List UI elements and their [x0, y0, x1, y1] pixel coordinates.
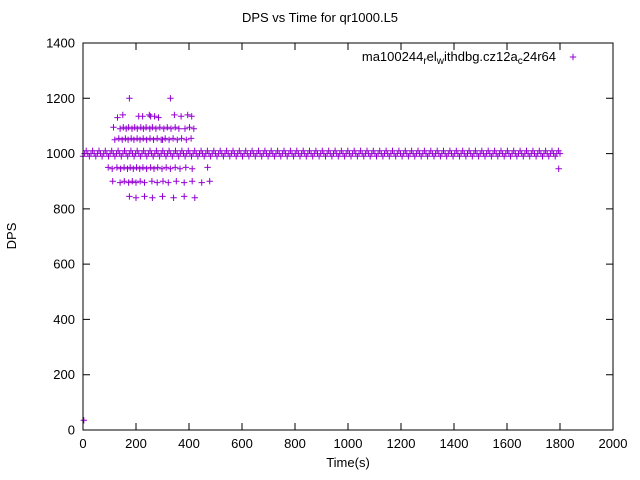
- x-axis-label: Time(s): [326, 455, 370, 470]
- y-tick-label: 0: [68, 423, 75, 438]
- y-axis-label: DPS: [4, 222, 19, 249]
- legend-marker-icon: [569, 53, 577, 61]
- x-tick-label: 2000: [599, 436, 628, 451]
- plot-frame: [82, 42, 614, 431]
- y-tick-label: 200: [53, 367, 75, 382]
- axis-ticks: [82, 42, 614, 431]
- x-tick-label: 1800: [546, 436, 575, 451]
- x-tick-label: 1400: [440, 436, 469, 451]
- y-tick-label: 1200: [46, 91, 75, 106]
- y-tick-label: 1000: [46, 146, 75, 161]
- plot-area: 0 200 400 600 800 1000 1200 1400 1600 1800 2000 0 20…: [46, 36, 627, 452]
- x-tick-label: 400: [178, 436, 200, 451]
- y-tick-label: 600: [53, 257, 75, 272]
- x-tick-label: 800: [284, 436, 306, 451]
- x-tick-label: 1600: [493, 436, 522, 451]
- y-tick-label: 1400: [46, 36, 75, 51]
- x-tick-label: 1000: [334, 436, 363, 451]
- chart-title: DPS vs Time for qr1000.L5: [242, 10, 398, 25]
- x-tick-label: 600: [231, 436, 253, 451]
- x-tick-label: 200: [125, 436, 147, 451]
- y-tick-label: 800: [53, 201, 75, 216]
- legend-label: ma100244relwithdbg.cz12ac24r64: [362, 49, 556, 67]
- scatter-points: [79, 95, 564, 424]
- y-tick-label: 400: [53, 312, 75, 327]
- x-tick-label: 1200: [387, 436, 416, 451]
- x-tick-label: 0: [79, 436, 86, 451]
